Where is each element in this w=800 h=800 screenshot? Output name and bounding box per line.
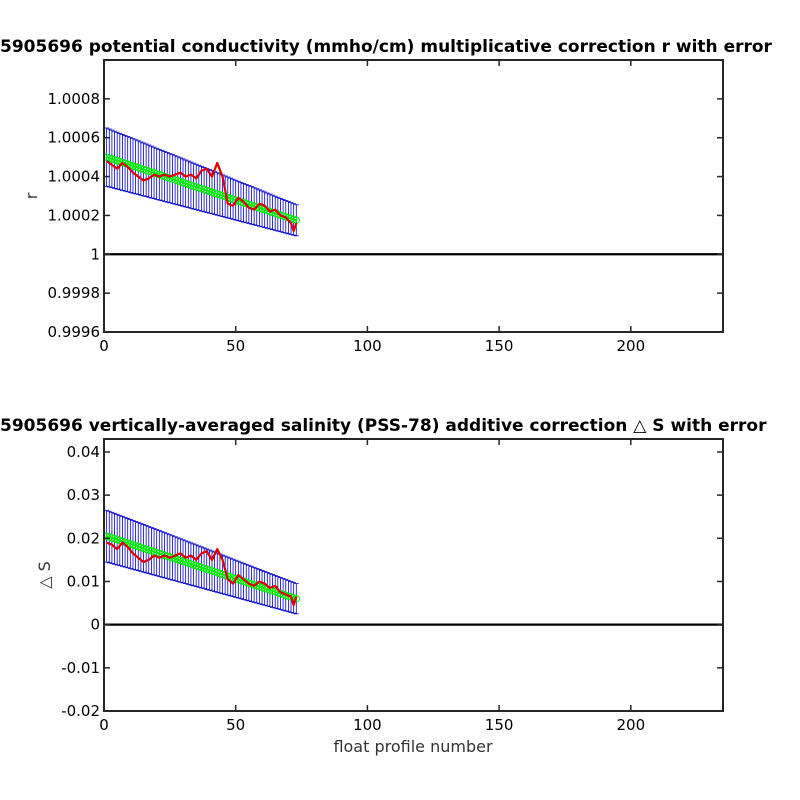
plot-content	[102, 127, 723, 256]
y-tick-label: 1	[90, 245, 100, 263]
x-tick-label: 100	[353, 337, 382, 355]
y-tick-label: 1.0006	[48, 129, 101, 147]
fit-markers	[102, 153, 300, 224]
x-tick-label: 0	[99, 716, 109, 734]
x-tick-label: 200	[616, 716, 645, 734]
axes: 0 50 100 150 200 0.9996 0.9998 1 1.0002 1.0004 1.0…	[48, 59, 724, 355]
raw-series-line	[105, 160, 298, 233]
plot-area	[104, 60, 723, 332]
y-tick-label: 1.0002	[48, 206, 101, 224]
y-tick-label: 0.9998	[48, 284, 101, 302]
x-tick-label: 50	[226, 716, 245, 734]
x-tick-label: 50	[226, 337, 245, 355]
y-tick-label: 0.01	[67, 572, 100, 590]
y-axis-label: △ S	[35, 561, 54, 589]
x-tick-label: 100	[353, 716, 382, 734]
plot-area	[104, 439, 723, 711]
y-tick-label: 0.03	[67, 486, 100, 504]
y-tick-label: 1.0004	[48, 168, 101, 186]
conductivity-correction-chart: 5905696 potential conductivity (mmho/cm)…	[0, 37, 773, 355]
plot-content	[102, 509, 723, 626]
y-axis-label: r	[22, 192, 41, 199]
y-tick-label: 0	[90, 616, 100, 634]
raw-series-line	[106, 541, 298, 607]
y-tick-label: -0.01	[61, 659, 100, 677]
y-tick-label: 0.9996	[48, 323, 101, 341]
chart-title: 5905696 vertically-averaged salinity (PS…	[0, 416, 767, 436]
y-tick-label: -0.02	[61, 702, 100, 720]
x-tick-label: 150	[485, 716, 514, 734]
axes: 0 50 100 150 200 -0.02 -0.01 0 0.01 0.02 0.03 0.04	[61, 438, 724, 734]
fit-point	[292, 595, 300, 603]
salinity-correction-chart: 5905696 vertically-averaged salinity (PS…	[0, 416, 767, 756]
x-tick-label: 200	[616, 337, 645, 355]
fit-line	[106, 535, 297, 600]
y-tick-label: 1.0008	[48, 90, 101, 108]
x-tick-label: 0	[99, 337, 109, 355]
x-tick-label: 150	[485, 337, 514, 355]
fit-line	[106, 156, 297, 222]
axes-box	[103, 59, 724, 333]
y-tick-label: 0.02	[67, 529, 100, 547]
x-axis-label: float profile number	[333, 737, 493, 756]
axes-box	[103, 438, 724, 712]
y-tick-label: 0.04	[67, 443, 100, 461]
chart-title: 5905696 potential conductivity (mmho/cm)…	[0, 37, 773, 57]
